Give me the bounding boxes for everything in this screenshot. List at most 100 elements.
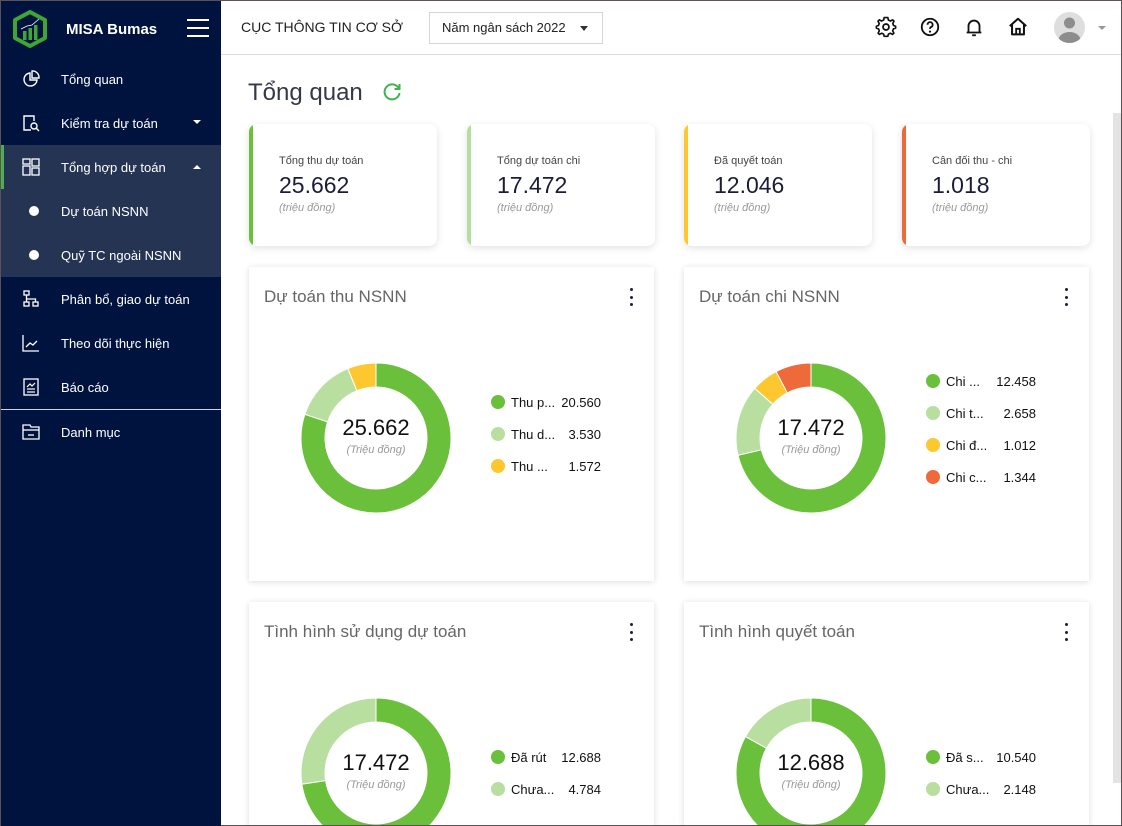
donut-slice[interactable] [347,362,377,392]
legend-item[interactable]: Thu ... 1.572 [491,450,601,482]
legend-label: Chưa... [946,781,990,797]
legend-item[interactable]: Chi t... 2.658 [926,397,1036,429]
bullet-icon [29,250,39,260]
legend-item[interactable]: Đã rút 12.688 [491,741,601,773]
donut-slice[interactable] [300,362,452,514]
chart-center-unit: (Triệu đồng) [346,779,406,791]
donut-slice[interactable] [735,697,887,825]
legend-swatch [491,395,505,409]
legend-item[interactable]: Chưa... 4.784 [491,773,601,805]
sidebar-divider [1,409,221,410]
donut-slice[interactable] [775,362,812,394]
legend-item[interactable]: Chi c... 1.344 [926,461,1036,493]
kpi-label: Tổng dự toán chi [497,155,581,167]
sidebar-subitem-quy-tc[interactable]: Quỹ TC ngoài NSNN [1,233,221,277]
legend-value: 1.344 [1003,469,1036,485]
sidebar-item-label: Báo cáo [61,379,109,395]
legend-label: Đã s... [946,749,984,765]
legend-label: Đã rút [511,749,547,765]
donut-slice[interactable] [300,697,377,785]
chevron-down-icon[interactable] [1098,26,1106,30]
page-title: Tổng quan [248,79,363,106]
chevron-down-icon [193,120,201,124]
legend-label: Chưa... [511,781,555,797]
chart-center-value: 12.688 [777,750,845,775]
refresh-icon[interactable] [381,81,403,103]
chart-legend: Thu p... 20.560 Thu d... 3.530 Thu ... 1.572 [491,386,601,482]
budget-year-select[interactable]: Năm ngân sách 2022 [429,12,603,44]
gear-icon[interactable] [875,16,897,38]
more-options-icon[interactable] [1061,288,1071,306]
legend-item[interactable]: Thu p... 20.560 [491,386,601,418]
legend-value: 10.540 [996,749,1036,765]
legend-value: 2.658 [1003,405,1036,421]
legend-item[interactable]: Thu d... 3.530 [491,418,601,450]
main-content: Tổng quan Tổng thu dự toán 25.662 (triệu… [221,56,1121,825]
kpi-accent-bar [249,124,253,246]
sidebar-subitem-du-toan-nsnn[interactable]: Dự toán NSNN [1,189,221,233]
legend-item[interactable]: Đã s... 10.540 [926,741,1036,773]
kpi-value: 12.046 [714,172,785,198]
kpi-unit: (triệu đồng) [279,202,336,214]
home-icon[interactable] [1007,16,1029,38]
folder-icon [21,422,41,442]
chart-title: Tình hình sử dụng dự toán [264,622,467,641]
sidebar-item-bao-cao[interactable]: Báo cáo [1,365,221,409]
chart-title: Tình hình quyết toán [699,622,855,641]
sidebar-item-tong-hop-du-toan[interactable]: Tổng hợp dự toán [1,145,221,189]
legend-swatch [491,782,505,796]
dashboard-grid-icon [21,157,41,177]
bullet-icon [29,206,39,216]
chart-legend: Chi ... 12.458 Chi t... 2.658 Chi đ... 1.012 C… [926,365,1036,493]
legend-item[interactable]: Chi đ... 1.012 [926,429,1036,461]
more-options-icon[interactable] [626,288,636,306]
sidebar-item-kiem-tra-du-toan[interactable]: Kiểm tra dự toán [1,101,221,145]
donut-slice[interactable] [304,367,358,423]
sidebar-group-tong-hop: Tổng hợp dự toán Dự toán NSNN Quỹ TC ngo… [1,145,221,277]
document-search-icon [21,113,41,133]
donut-slice[interactable] [301,697,452,825]
brand: MISA Bumas [1,1,221,57]
sidebar-item-label: Phân bổ, giao dự toán [61,291,190,307]
legend-swatch [926,438,940,452]
avatar[interactable] [1054,12,1085,43]
sidebar-item-tong-quan[interactable]: Tổng quan [1,57,221,101]
pie-chart-icon [21,69,41,89]
kpi-card-can-doi: Cân đối thu - chi 1.018 (triệu đồng) [902,124,1090,246]
kpi-accent-bar [684,124,688,246]
sidebar-item-label: Tổng hợp dự toán [61,159,166,175]
legend-item[interactable]: Chưa... 2.148 [926,773,1036,805]
more-options-icon[interactable] [1061,623,1071,641]
legend-value: 1.012 [1003,437,1036,453]
more-options-icon[interactable] [626,623,636,641]
kpi-label: Cân đối thu - chi [932,155,1013,167]
bell-icon[interactable] [963,16,985,38]
donut-chart [300,697,452,825]
report-icon [21,377,41,397]
legend-swatch [926,406,940,420]
vertical-scrollbar[interactable] [1113,113,1121,783]
legend-swatch [926,470,940,484]
legend-value: 2.148 [1003,781,1036,797]
top-header: CỤC THÔNG TIN CƠ SỞ Năm ngân sách 2022 [221,1,1121,55]
menu-toggle-button[interactable] [187,19,209,37]
donut-slice[interactable] [737,362,887,514]
donut-chart [735,697,887,825]
sidebar-item-phan-bo[interactable]: Phân bổ, giao dự toán [1,277,221,321]
legend-swatch [491,459,505,473]
chart-legend: Đã rút 12.688 Chưa... 4.784 [491,741,601,805]
app-name: MISA Bumas [66,20,158,38]
legend-label: Chi đ... [946,437,988,453]
chart-card-su-dung-du-toan: Tình hình sử dụng dự toán 17.472 (Triệu … [249,602,654,825]
help-icon[interactable] [919,16,941,38]
legend-label: Chi ... [946,373,980,389]
sidebar-item-danh-muc[interactable]: Danh mục [1,410,221,454]
donut-slice[interactable] [744,697,812,749]
chart-title: Dự toán thu NSNN [264,287,407,306]
sidebar-item-theo-doi[interactable]: Theo dõi thực hiện [1,321,221,365]
user-icon [1058,17,1081,43]
line-chart-icon [21,333,41,353]
legend-value: 1.572 [568,458,601,474]
legend-item[interactable]: Chi ... 12.458 [926,365,1036,397]
donut-chart [300,362,452,514]
